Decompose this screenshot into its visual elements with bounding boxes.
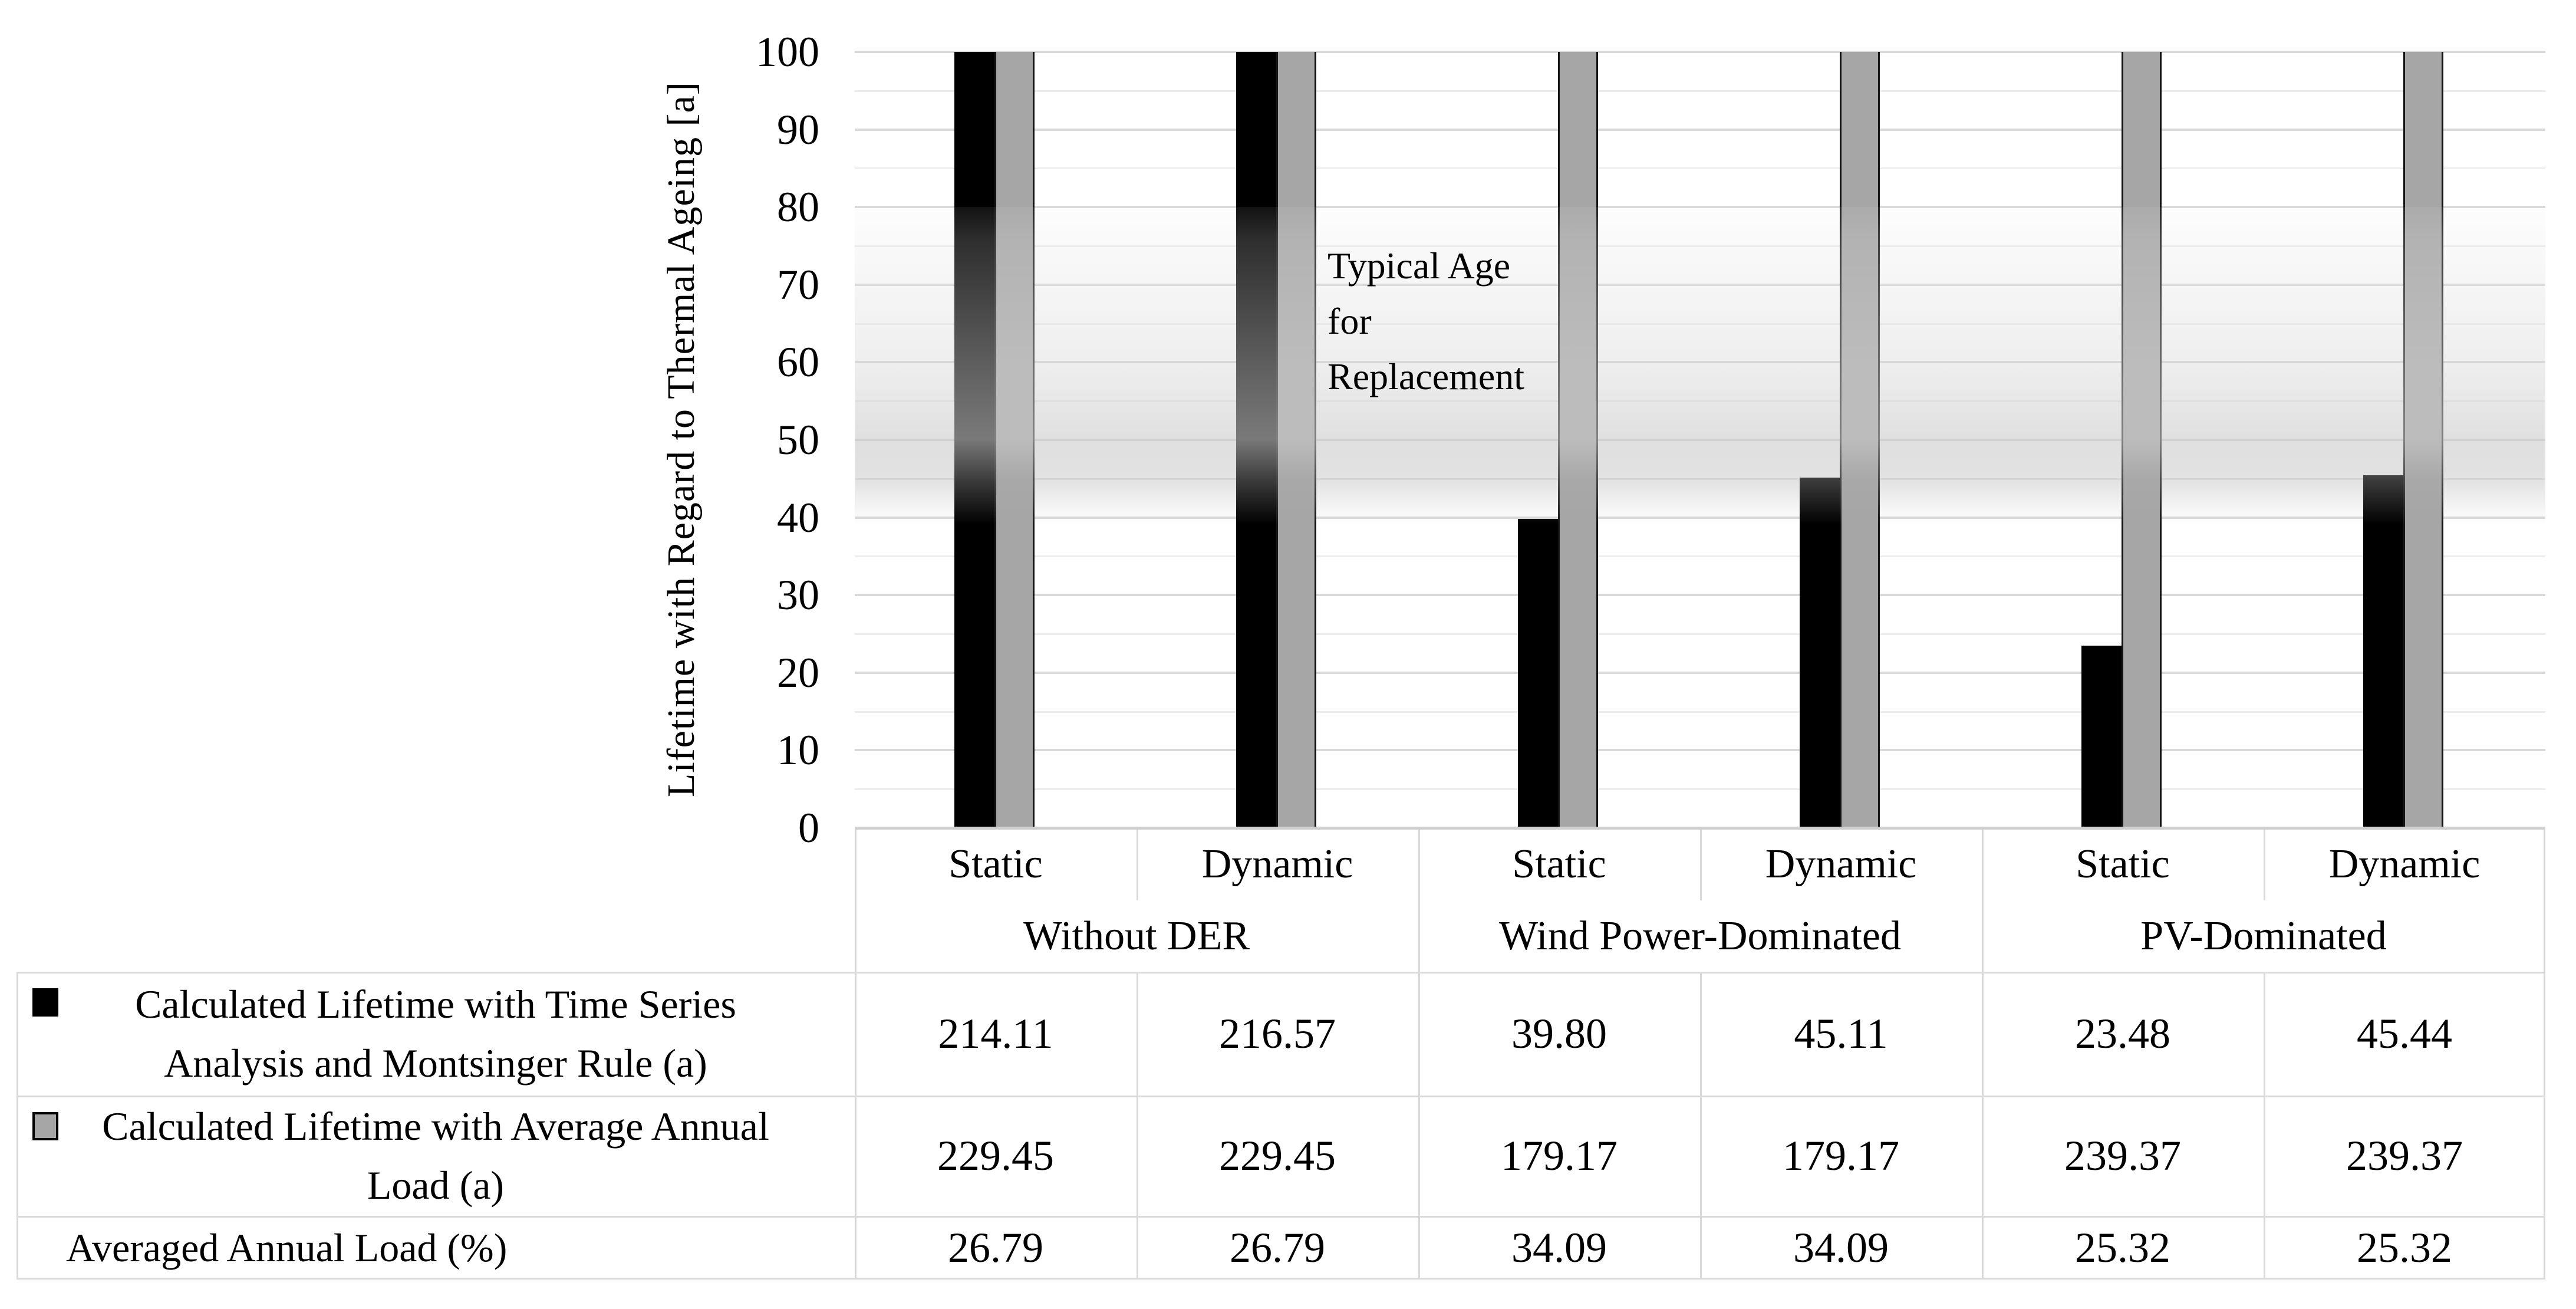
y-tick-label: 60 [777,338,819,386]
table-value-cell: 239.37 [2064,1132,2181,1179]
gridline-major [855,51,2545,53]
y-tick-label: 80 [777,183,819,231]
table-value-cell: 229.45 [1219,1132,1336,1179]
y-tick-label: 100 [756,28,819,75]
table-border-vertical [2544,828,2545,1278]
x-axis-group-label: PV-Dominated [2140,913,2387,959]
gridline-major [855,672,2545,674]
table-row-label: Calculated Lifetime with Average Annual … [102,1104,769,1208]
table-border-vertical [1700,972,1702,1278]
x-axis-line [855,827,2545,830]
table-value-cell: 45.44 [2357,1009,2452,1057]
gridline-minor [855,555,2545,557]
x-axis-category-label: Static [948,841,1043,887]
x-axis-category-label: Dynamic [1201,841,1353,887]
gridline-minor [855,633,2545,635]
y-tick-label: 40 [777,494,819,541]
table-border-vertical [1418,828,1420,972]
table-border-vertical [17,972,18,1278]
table-border-horizontal [17,1278,2545,1280]
x-axis-category-label: Static [2076,841,2170,887]
gridline-minor [855,167,2545,169]
table-border-horizontal [17,1096,2545,1097]
bar-timeseries-montsinger [1518,519,1558,828]
table-value-cell: 26.79 [948,1224,1043,1271]
x-axis-category-label: Dynamic [1765,841,1917,887]
table-value-cell: 34.09 [1793,1224,1889,1271]
table-border-vertical [1982,972,1984,1278]
gridline-major [855,594,2545,596]
table-value-cell: 45.11 [1794,1009,1888,1057]
band-annotation: Typical Age for Replacement [1327,245,1525,397]
table-value-cell: 25.32 [2357,1224,2452,1271]
table-border-vertical [2264,972,2265,1278]
table-border-vertical [855,828,857,1278]
y-tick-label: 0 [798,804,819,851]
bar-timeseries-montsinger [1800,478,1840,828]
gridline-minor [855,711,2545,713]
table-row-label: Averaged Annual Load (%) [66,1225,508,1270]
y-tick-label: 30 [777,571,819,619]
table-border-horizontal [17,972,2545,973]
y-tick-label: 90 [777,106,819,153]
table-value-cell: 25.32 [2075,1224,2170,1271]
table-border-vertical [1137,972,1138,1278]
gridline-minor [855,788,2545,790]
gridline-minor [855,90,2545,92]
table-border-vertical [1700,828,1702,900]
table-value-cell: 39.80 [1511,1009,1607,1057]
gridline-major [855,129,2545,131]
table-value-cell: 179.17 [1783,1132,1899,1179]
table-value-cell: 179.17 [1501,1132,1618,1179]
table-border-vertical [2264,828,2265,900]
table-value-cell: 239.37 [2346,1132,2463,1179]
table-value-cell: 229.45 [937,1132,1054,1179]
bar-timeseries-montsinger [2363,475,2403,828]
table-value-cell: 214.11 [938,1009,1053,1057]
table-row-label: Calculated Lifetime with Time Series Ana… [135,982,736,1086]
x-axis-group-label: Wind Power-Dominated [1498,913,1902,959]
table-value-cell: 23.48 [2075,1009,2170,1057]
x-axis-group-label: Without DER [1023,913,1250,959]
legend-marker-timeseries [32,988,58,1017]
y-tick-label: 70 [777,261,819,308]
table-value-cell: 34.09 [1511,1224,1607,1271]
legend-marker-average [32,1112,58,1140]
y-tick-label: 20 [777,649,819,696]
gridline-major [855,749,2545,751]
bar-timeseries-montsinger [2081,646,2122,828]
y-tick-label: 50 [777,416,819,463]
x-axis-category-label: Static [1512,841,1606,887]
table-border-vertical [1982,828,1984,972]
table-border-vertical [1137,828,1138,900]
x-axis-category-label: Dynamic [2328,841,2481,887]
table-border-vertical [1418,972,1420,1278]
table-value-cell: 216.57 [1219,1009,1336,1057]
replacement-age-band [855,207,2545,525]
y-tick-label: 10 [777,726,819,774]
table-border-horizontal [17,1216,2545,1218]
table-value-cell: 26.79 [1230,1224,1325,1271]
